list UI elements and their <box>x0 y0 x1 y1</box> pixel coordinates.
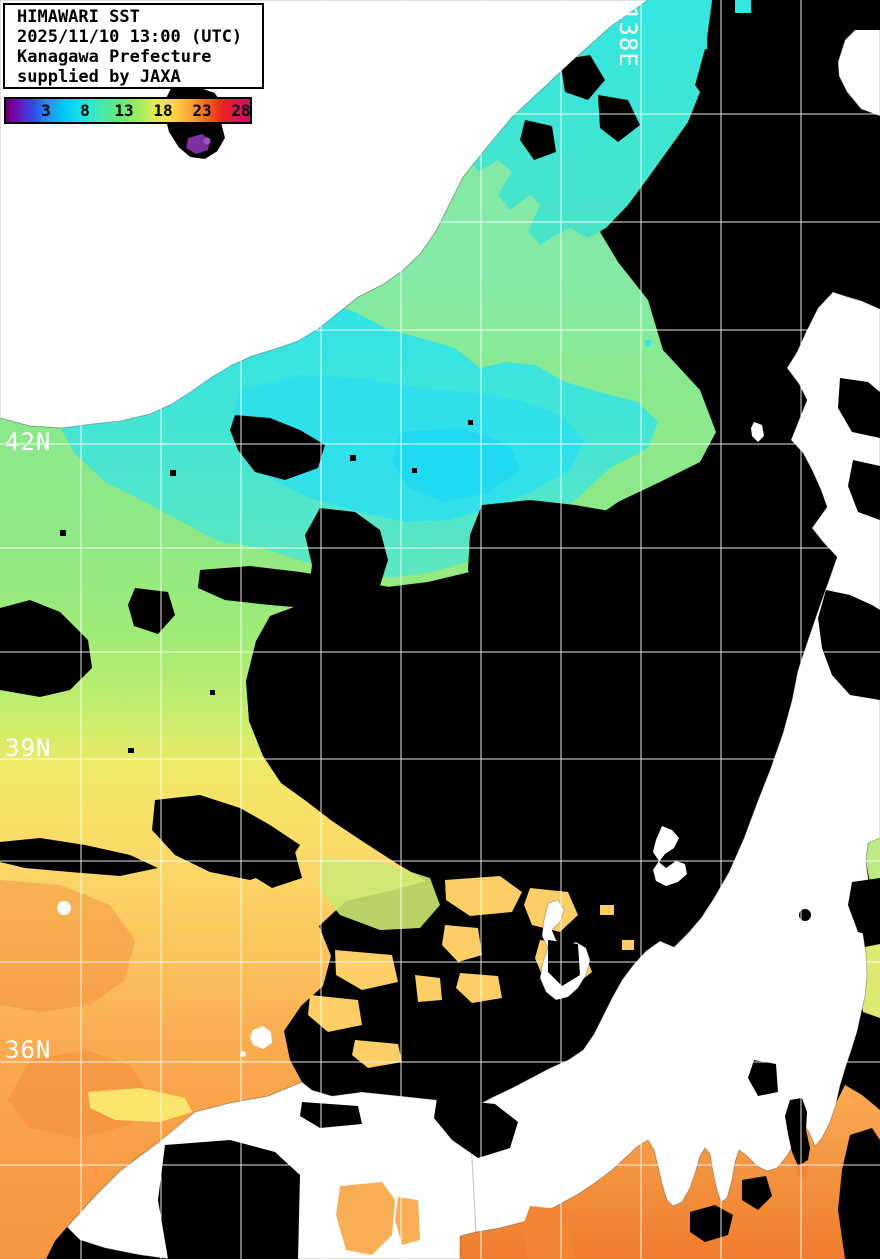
oki-island <box>250 1026 272 1049</box>
title-info-box: HIMAWARI SST 2025/11/10 13:00 (UTC) Kana… <box>3 3 264 89</box>
cold-lake-water <box>186 134 210 154</box>
scale-tick: 8 <box>80 101 90 120</box>
scale-tick: 3 <box>41 101 51 120</box>
scale-tick: 13 <box>114 101 134 120</box>
cloud-patches-pacific <box>690 1128 880 1259</box>
graticule-labels: 42N 39N 36N 138E <box>5 6 642 1064</box>
data-credit: supplied by JAXA <box>17 67 181 87</box>
lat-label-36n: 36N <box>5 1036 51 1064</box>
scale-tick: 23 <box>192 101 212 120</box>
cold-water-patch-north <box>468 0 712 245</box>
observation-datetime: 2025/11/10 13:00 (UTC) <box>17 27 243 47</box>
cloud-patches-land <box>158 22 880 1259</box>
land-hokkaido-tip <box>837 22 880 117</box>
sado-island <box>653 826 687 886</box>
product-title: HIMAWARI SST <box>17 7 140 27</box>
land-honshu <box>455 291 880 1233</box>
region-name: Kanagawa Prefecture <box>17 47 212 67</box>
lat-label-42n: 42N <box>5 428 51 456</box>
scale-tick: 28 <box>231 101 251 120</box>
scale-tick: 18 <box>153 101 173 120</box>
inland-lake <box>799 909 811 921</box>
lon-label-138e: 138E <box>614 6 642 68</box>
small-island-west <box>57 901 71 915</box>
temperature-color-scale: 3 8 13 18 23 28 <box>4 97 252 124</box>
lat-label-39n: 39N <box>5 734 51 762</box>
offshore-islet-north <box>751 422 764 442</box>
